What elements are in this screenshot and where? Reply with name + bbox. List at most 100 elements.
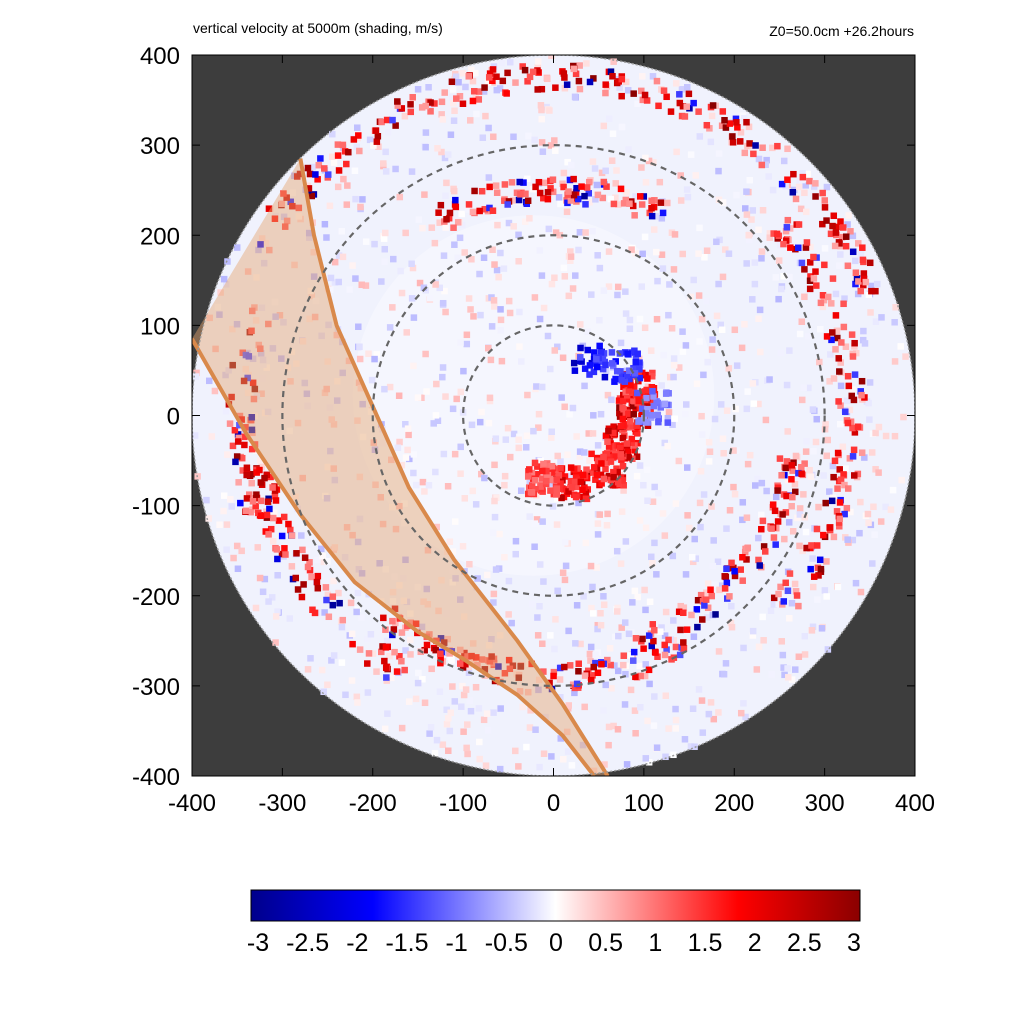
velocity-cell [812,180,819,187]
velocity-cell [558,394,565,401]
velocity-cell [660,87,668,94]
velocity-cell [619,477,626,484]
velocity-cell [632,355,640,363]
velocity-cell [808,627,816,634]
velocity-cell [539,148,547,155]
velocity-cell [666,373,674,381]
velocity-cell [789,467,796,474]
velocity-cell [703,614,711,621]
x-tick-label: 400 [895,790,935,817]
velocity-cell [568,762,576,769]
velocity-cell [192,373,200,380]
velocity-cell [257,345,264,352]
velocity-cell [660,351,668,359]
velocity-cell [422,143,429,151]
velocity-cell [405,698,413,705]
velocity-cell [524,391,531,399]
velocity-cell [274,555,281,563]
velocity-cell [495,663,502,670]
velocity-cell [229,325,236,333]
velocity-cell [596,511,604,518]
velocity-cell [630,648,638,656]
velocity-cell [777,583,784,591]
velocity-cell [651,483,658,491]
velocity-cell [566,411,573,418]
velocity-cell [635,369,642,377]
velocity-cell [540,304,548,312]
colorbar-ticks: -3 -2.5 -2 -1.5 -1 -0.5 0 0.5 1 1.5 2 2.5 3 [247,929,861,957]
velocity-cell [510,197,517,204]
velocity-cell [306,559,313,566]
velocity-cell [695,292,703,299]
velocity-cell [352,195,359,203]
velocity-cell [636,374,644,382]
velocity-cell [700,491,708,498]
velocity-cell [797,205,805,213]
velocity-cell [683,103,690,110]
velocity-cell [278,355,285,362]
velocity-cell [382,664,390,671]
velocity-cell [466,560,473,568]
velocity-cell [486,204,493,212]
velocity-cell [321,389,329,397]
velocity-cell [447,709,454,717]
velocity-cell [464,653,471,660]
velocity-cell [552,147,559,154]
velocity-cell [320,558,328,566]
velocity-cell [788,676,796,683]
velocity-cell [604,438,611,445]
velocity-cell [887,506,895,513]
velocity-cell [824,646,832,653]
velocity-cell [272,313,279,320]
velocity-cell [291,261,298,269]
velocity-cell [383,637,391,645]
velocity-cell [810,253,817,261]
velocity-cell [280,213,288,221]
velocity-cell [849,353,857,360]
velocity-cell [605,115,613,122]
velocity-cell [457,470,464,477]
velocity-cell [243,471,250,479]
velocity-cell [551,137,558,144]
velocity-cell [238,416,245,423]
velocity-cell [557,200,564,208]
velocity-cell [493,86,501,94]
velocity-cell [816,556,824,564]
velocity-cell [755,155,763,163]
velocity-cell [644,717,651,725]
velocity-cell [718,122,726,129]
velocity-cell [799,173,807,181]
velocity-cell [612,375,619,383]
velocity-cell [837,402,844,409]
velocity-cell [547,142,555,149]
velocity-cell [501,481,508,489]
velocity-cell [614,726,622,733]
x-tick-label: -100 [439,790,487,817]
velocity-cell [450,187,458,195]
velocity-cell [813,415,820,423]
velocity-cell [801,293,808,301]
velocity-cell [630,383,638,390]
velocity-cell [696,133,704,140]
velocity-cell [666,281,673,288]
velocity-cell [798,470,805,478]
velocity-cell [515,196,523,204]
velocity-cell [693,606,701,613]
velocity-cell [398,461,406,469]
velocity-cell [383,674,390,681]
velocity-cell [592,196,599,203]
velocity-cell [440,450,448,458]
velocity-cell [487,356,495,364]
velocity-cell [380,235,388,242]
velocity-cell [602,81,609,88]
velocity-cell [490,659,498,667]
velocity-cell [367,408,375,415]
velocity-cell [234,438,242,445]
velocity-cell [858,391,865,399]
velocity-cell [524,197,532,204]
velocity-cell [835,398,842,405]
velocity-cell [775,295,782,303]
velocity-cell [253,274,260,281]
velocity-cell [617,339,625,347]
